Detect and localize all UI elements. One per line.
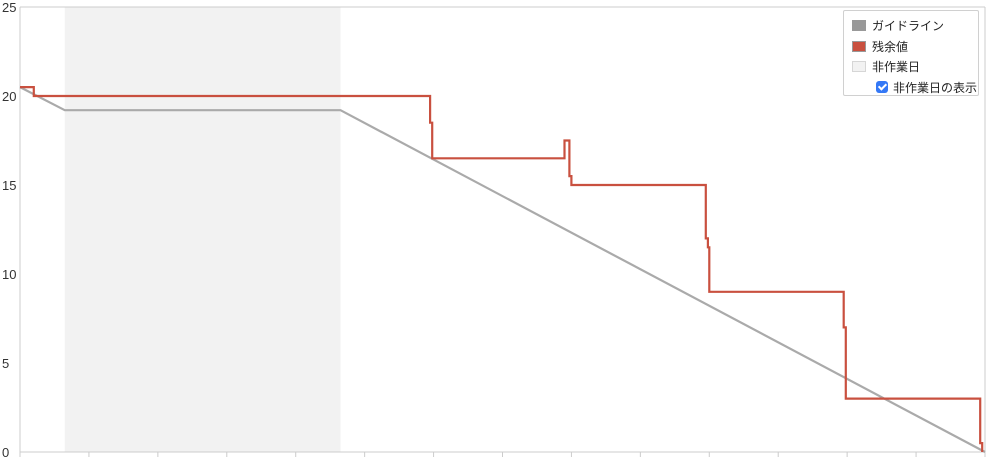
y-tick-label: 25 [2, 0, 16, 15]
show-non-working-label: 非作業日の表示 [893, 80, 978, 95]
show-non-working-toggle[interactable]: 非作業日の表示 [876, 79, 977, 95]
legend-label-non-working: 非作業日 [872, 59, 921, 74]
legend-item-non-working: 非作業日 [852, 58, 920, 74]
legend-swatch-guideline [852, 19, 866, 31]
legend-swatch-non-working [852, 60, 866, 72]
legend-swatch-remaining [852, 40, 866, 52]
y-axis-ticks: 0 5 10 15 20 25 [2, 0, 16, 460]
guideline-series-line [19, 86, 986, 453]
legend-label-remaining: 残余値 [872, 39, 909, 54]
y-tick-label: 5 [2, 356, 9, 371]
chart-legend: ガイドライン 残余値 非作業日 非作業日の表示 [843, 10, 979, 96]
y-tick-label: 0 [2, 445, 9, 460]
legend-label-guideline: ガイドライン [872, 18, 945, 33]
x-axis-ticks [19, 452, 986, 457]
legend-item-remaining: 残余値 [852, 38, 908, 54]
show-non-working-checkbox[interactable] [876, 81, 888, 93]
legend-item-guideline: ガイドライン [852, 17, 944, 33]
non-working-period-band [64, 7, 341, 452]
remaining-series-line [20, 85, 984, 452]
y-tick-label: 10 [2, 267, 16, 282]
y-tick-label: 20 [2, 89, 16, 104]
y-tick-label: 15 [2, 178, 16, 193]
